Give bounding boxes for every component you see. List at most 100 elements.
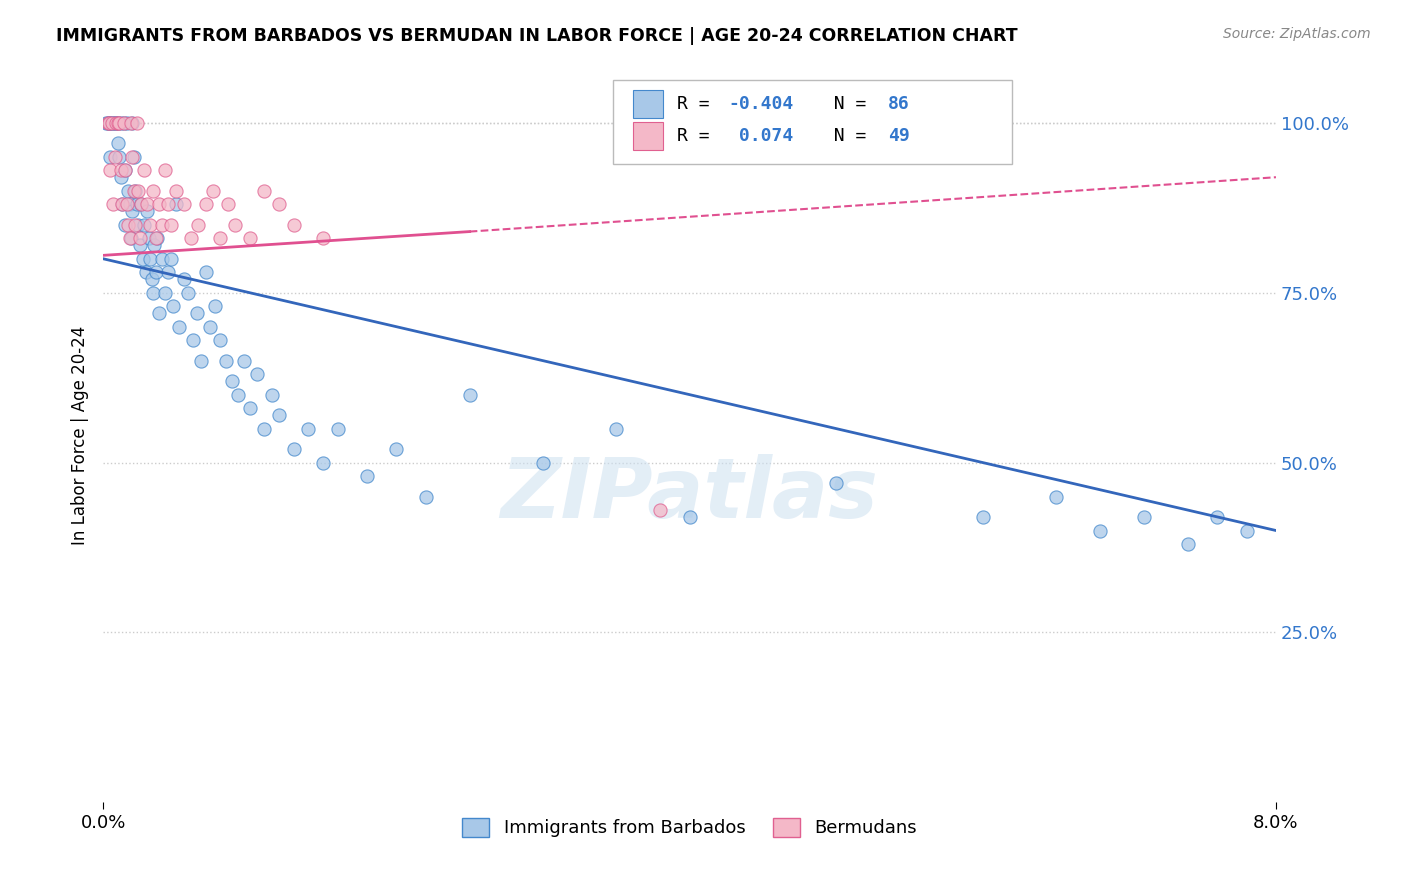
Text: N =: N = — [811, 127, 877, 145]
Point — [153, 163, 176, 178]
Point — [356, 469, 378, 483]
Point — [221, 374, 243, 388]
Point — [139, 252, 162, 266]
Point — [173, 197, 195, 211]
Point — [180, 231, 202, 245]
Point — [103, 116, 125, 130]
Point — [127, 184, 149, 198]
Point — [156, 265, 179, 279]
Point — [98, 116, 121, 130]
Point — [96, 116, 118, 130]
Point — [1177, 537, 1199, 551]
Point — [1133, 510, 1156, 524]
Point — [186, 306, 208, 320]
Point — [141, 272, 163, 286]
Point — [194, 197, 217, 211]
Point — [458, 387, 481, 401]
Y-axis label: In Labor Force | Age 20-24: In Labor Force | Age 20-24 — [72, 326, 89, 545]
Point — [415, 490, 437, 504]
Point — [142, 184, 165, 198]
Text: 0.074: 0.074 — [728, 127, 793, 145]
Point — [136, 197, 159, 211]
Point — [112, 116, 135, 130]
Point — [105, 116, 128, 130]
Point — [122, 184, 145, 198]
Point — [135, 265, 157, 279]
Point — [153, 285, 176, 300]
Point — [169, 319, 191, 334]
Point — [1088, 524, 1111, 538]
Point — [117, 184, 139, 198]
Point — [104, 116, 127, 130]
Point — [112, 116, 135, 130]
Text: Source: ZipAtlas.com: Source: ZipAtlas.com — [1223, 27, 1371, 41]
Point — [98, 116, 121, 130]
Point — [114, 163, 136, 178]
Point — [190, 353, 212, 368]
Point — [124, 184, 146, 198]
Point — [204, 299, 226, 313]
Point — [1206, 510, 1229, 524]
Text: -0.404: -0.404 — [728, 95, 793, 112]
Point — [148, 306, 170, 320]
Point — [110, 116, 132, 130]
Point — [128, 238, 150, 252]
Point — [283, 442, 305, 456]
Point — [122, 150, 145, 164]
Point — [101, 116, 124, 130]
Point — [226, 387, 249, 401]
Point — [150, 218, 173, 232]
Point — [111, 197, 134, 211]
Text: R =: R = — [676, 127, 720, 145]
Point — [605, 421, 627, 435]
Point — [103, 197, 125, 211]
Text: ZIPatlas: ZIPatlas — [501, 454, 879, 534]
Point — [165, 184, 187, 198]
Point — [96, 116, 118, 130]
Point — [145, 265, 167, 279]
Point — [177, 285, 200, 300]
Point — [972, 510, 994, 524]
Point — [138, 231, 160, 245]
Point — [104, 150, 127, 164]
Point — [128, 231, 150, 245]
Point — [125, 197, 148, 211]
Point — [531, 456, 554, 470]
Point — [110, 163, 132, 178]
Point — [114, 163, 136, 178]
Point — [224, 218, 246, 232]
Point — [246, 368, 269, 382]
Point — [232, 353, 254, 368]
Point — [260, 387, 283, 401]
Point — [107, 116, 129, 130]
Point — [100, 116, 122, 130]
Point — [159, 252, 181, 266]
Point — [118, 197, 141, 211]
Point — [650, 503, 672, 517]
Point — [107, 116, 129, 130]
Point — [194, 265, 217, 279]
Point — [150, 252, 173, 266]
Point — [136, 204, 159, 219]
Point — [181, 333, 204, 347]
Point — [100, 150, 122, 164]
Point — [202, 184, 225, 198]
Point — [114, 218, 136, 232]
Point — [134, 163, 156, 178]
Point — [125, 116, 148, 130]
Point — [118, 231, 141, 245]
Point — [111, 197, 134, 211]
Point — [1045, 490, 1067, 504]
Point — [267, 408, 290, 422]
Text: R =: R = — [676, 95, 720, 112]
Point — [132, 252, 155, 266]
Point — [239, 401, 262, 416]
Bar — [633, 122, 662, 150]
Point — [107, 136, 129, 151]
Point — [121, 204, 143, 219]
Point — [134, 218, 156, 232]
Point — [253, 421, 276, 435]
Point — [678, 510, 700, 524]
Point — [105, 116, 128, 130]
FancyBboxPatch shape — [613, 79, 1012, 164]
